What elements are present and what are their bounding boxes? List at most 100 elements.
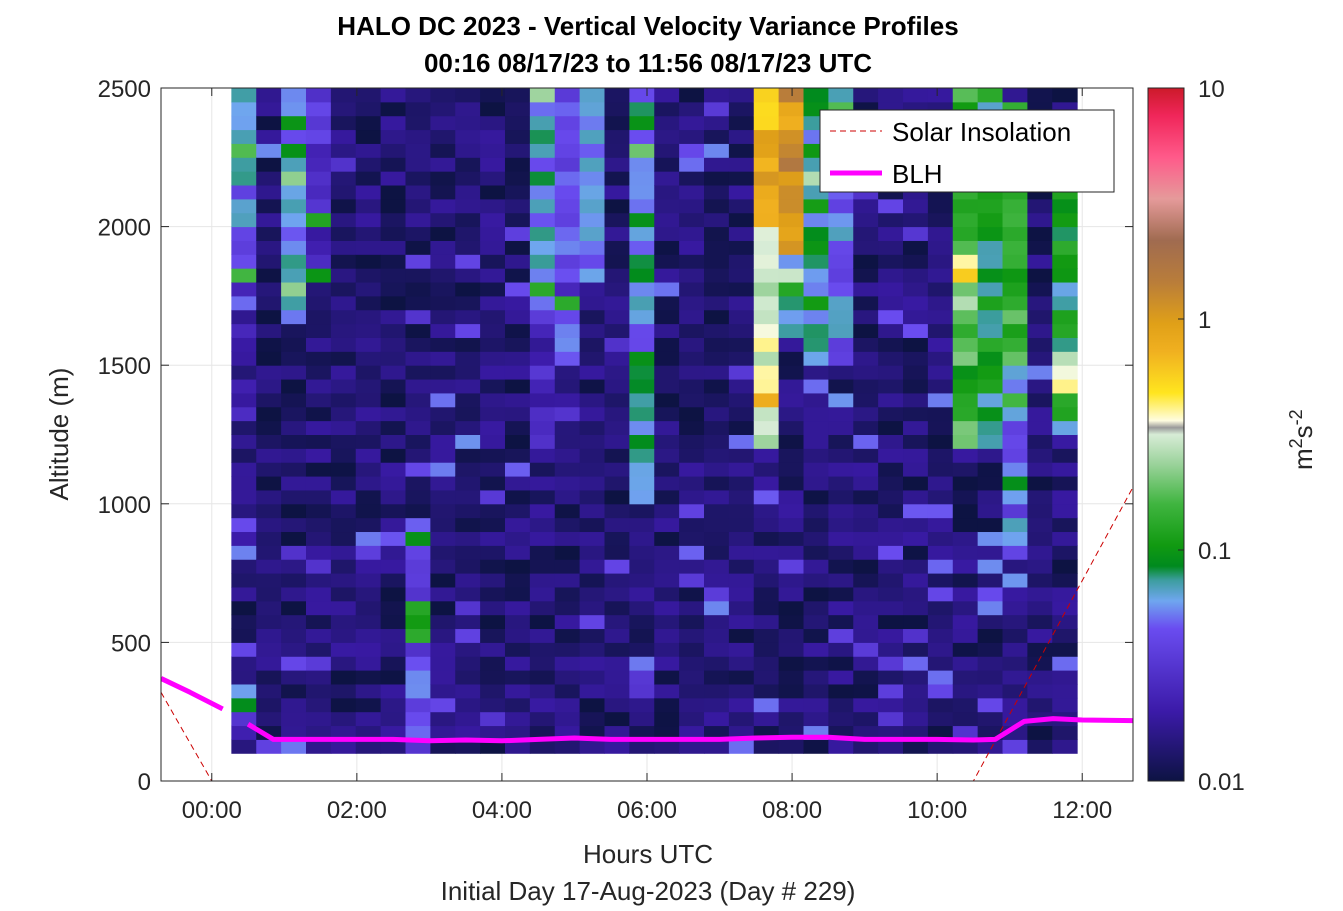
heatmap-cell bbox=[281, 503, 307, 519]
heatmap-cell bbox=[728, 420, 755, 435]
heatmap-cell bbox=[853, 670, 879, 685]
heatmap-cell bbox=[853, 531, 879, 546]
heatmap-cell bbox=[305, 503, 332, 519]
heatmap-cell bbox=[231, 670, 257, 685]
heatmap-cell bbox=[927, 628, 954, 643]
heatmap-cell bbox=[728, 434, 755, 449]
heatmap-cell bbox=[305, 309, 332, 325]
heatmap-cell bbox=[629, 198, 655, 214]
heatmap-cell bbox=[803, 739, 829, 754]
heatmap-cell bbox=[778, 420, 805, 435]
heatmap-cell bbox=[330, 240, 357, 255]
heatmap-cell bbox=[803, 711, 829, 727]
heatmap-cell bbox=[405, 573, 431, 588]
heatmap-cell bbox=[305, 379, 332, 394]
heatmap-cell bbox=[604, 711, 630, 727]
heatmap-cell bbox=[803, 337, 829, 352]
heatmap-cell bbox=[1052, 489, 1078, 505]
heatmap-cell bbox=[903, 573, 929, 588]
heatmap-cell bbox=[281, 462, 307, 477]
heatmap-cell bbox=[903, 240, 929, 255]
heatmap-cell bbox=[704, 115, 730, 131]
heatmap-cell bbox=[554, 171, 581, 186]
heatmap-cell bbox=[728, 129, 755, 144]
heatmap-cell bbox=[679, 531, 705, 546]
heatmap-cell bbox=[231, 295, 257, 311]
heatmap-cell bbox=[604, 656, 630, 671]
heatmap-cell bbox=[878, 198, 904, 214]
heatmap-cell bbox=[380, 295, 406, 311]
heatmap-cell bbox=[803, 531, 829, 546]
heatmap-cell bbox=[728, 198, 755, 214]
heatmap-cell bbox=[679, 268, 705, 283]
heatmap-cell bbox=[604, 642, 630, 657]
heatmap-cell bbox=[281, 531, 307, 546]
heatmap-cell bbox=[554, 697, 581, 713]
heatmap-cell bbox=[604, 101, 630, 117]
heatmap-cell bbox=[256, 365, 282, 380]
heatmap-cell bbox=[330, 697, 357, 713]
heatmap-cell bbox=[878, 254, 904, 269]
heatmap-cell bbox=[554, 420, 581, 435]
heatmap-cell bbox=[405, 517, 431, 533]
heatmap-cell bbox=[1002, 365, 1028, 380]
heatmap-cell bbox=[1027, 683, 1053, 699]
heatmap-cell bbox=[828, 351, 854, 366]
heatmap-cell bbox=[1002, 295, 1028, 311]
heatmap-cell bbox=[704, 586, 730, 602]
heatmap-cell bbox=[455, 379, 481, 394]
heatmap-cell bbox=[753, 739, 780, 754]
heatmap-cell bbox=[704, 614, 730, 630]
heatmap-cell bbox=[629, 739, 655, 754]
heatmap-cell bbox=[430, 157, 456, 172]
heatmap-cell bbox=[728, 323, 755, 338]
heatmap-cell bbox=[281, 656, 307, 671]
heatmap-cell bbox=[679, 337, 705, 352]
heatmap-cell bbox=[704, 379, 730, 394]
heatmap-cell bbox=[330, 517, 357, 533]
heatmap-cell bbox=[256, 157, 282, 172]
heatmap-cell bbox=[728, 517, 755, 533]
heatmap-cell bbox=[878, 600, 904, 616]
heatmap-cell bbox=[405, 129, 431, 144]
heatmap-cell bbox=[728, 185, 755, 200]
heatmap-cell bbox=[728, 683, 755, 699]
heatmap-cell bbox=[231, 448, 257, 463]
heatmap-cell bbox=[405, 295, 431, 311]
heatmap-cell bbox=[256, 600, 282, 616]
heatmap-cell bbox=[430, 240, 456, 255]
heatmap-cell bbox=[455, 642, 481, 657]
heatmap-cell bbox=[679, 489, 705, 505]
heatmap-cell bbox=[654, 656, 680, 671]
heatmap-cell bbox=[803, 295, 829, 311]
heatmap-cell bbox=[430, 365, 456, 380]
heatmap-cell bbox=[405, 212, 431, 228]
heatmap-cell bbox=[355, 337, 382, 352]
heatmap-cell bbox=[405, 101, 431, 117]
heatmap-cell bbox=[579, 628, 606, 643]
heatmap-cell bbox=[629, 171, 655, 186]
heatmap-cell bbox=[704, 282, 730, 297]
colorbar-tick-label-1: 0.1 bbox=[1198, 538, 1231, 565]
heatmap-cell bbox=[878, 739, 904, 754]
heatmap-cell bbox=[604, 351, 630, 366]
heatmap-cell bbox=[878, 434, 904, 449]
heatmap-cell bbox=[504, 434, 531, 449]
heatmap-cell bbox=[828, 559, 854, 574]
heatmap-cell bbox=[604, 697, 630, 713]
heatmap-cell bbox=[753, 351, 780, 366]
heatmap-cell bbox=[1027, 226, 1053, 241]
heatmap-cell bbox=[977, 212, 1004, 228]
heatmap-cell bbox=[778, 323, 805, 338]
heatmap-cell bbox=[256, 198, 282, 214]
heatmap-cell bbox=[952, 392, 979, 408]
heatmap-cell bbox=[728, 503, 755, 519]
heatmap-cell bbox=[927, 462, 954, 477]
heatmap-cell bbox=[1002, 462, 1028, 477]
heatmap-cell bbox=[1002, 198, 1028, 214]
heatmap-cell bbox=[1052, 88, 1078, 103]
heatmap-cell bbox=[753, 226, 780, 241]
heatmap-cell bbox=[654, 392, 680, 408]
heatmap-cell bbox=[828, 309, 854, 325]
